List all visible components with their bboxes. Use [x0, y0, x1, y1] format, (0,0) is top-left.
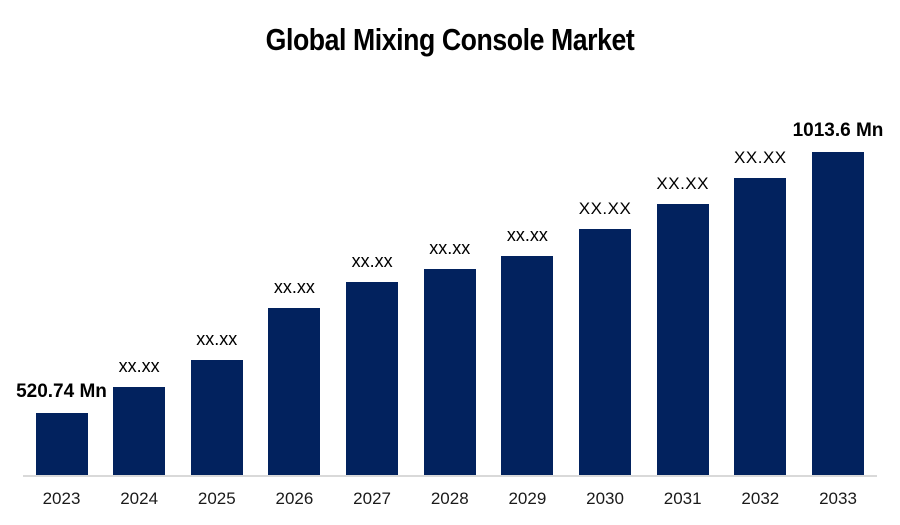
x-tick-label-2033: 2033	[819, 489, 857, 508]
x-axis-line	[23, 475, 877, 477]
bar-2026	[268, 308, 321, 475]
bar-2033	[812, 152, 864, 475]
x-tick-label-2030: 2030	[586, 489, 624, 508]
x-tick-label-2025: 2025	[197, 489, 236, 508]
bar-value-label-2032: XX.XX	[734, 148, 787, 167]
x-tick-label-2028: 2028	[430, 489, 469, 508]
bar-2027	[346, 282, 399, 475]
chart-title: Global Mixing Console Market	[265, 22, 635, 57]
bar-value-label-2025: xx.xx	[196, 329, 238, 349]
bar-value-label-2031: XX.XX	[656, 174, 709, 193]
x-tick-label-2029: 2029	[508, 489, 547, 508]
bar-value-label-2026: xx.xx	[273, 277, 315, 297]
bar-2023	[35, 413, 88, 475]
bar-value-label-2033: 1013.6 Mn	[792, 120, 884, 141]
bar-2024	[113, 387, 166, 475]
bar-2030	[579, 229, 632, 475]
bar-value-label-2028: xx.xx	[429, 238, 471, 258]
bar-2032	[734, 178, 787, 475]
bar-value-label-2027: xx.xx	[351, 251, 393, 271]
x-tick-label-2027: 2027	[353, 489, 391, 508]
bar-2031	[656, 204, 709, 475]
x-tick-label-2032: 2032	[741, 489, 780, 508]
bar-2028	[423, 269, 476, 475]
bar-value-label-2029: xx.xx	[506, 225, 548, 245]
plot-area: 520.74 Mn xx.xx xx.xx xx.xx xx.xx xx.xx xx.xx X…	[16, 110, 883, 477]
bar-value-label-2024: xx.xx	[118, 356, 160, 376]
bar-2029	[501, 256, 554, 475]
bar-value-label-2023: 520.74 Mn	[16, 381, 107, 402]
x-tick-label-2023: 2023	[42, 489, 81, 508]
x-tick-label-2024: 2024	[120, 489, 159, 508]
bar-value-label-2030: XX.XX	[578, 199, 632, 218]
x-tick-label-2026: 2026	[275, 489, 314, 508]
bar-2025	[190, 360, 243, 475]
x-tick-label-2031: 2031	[663, 489, 702, 508]
